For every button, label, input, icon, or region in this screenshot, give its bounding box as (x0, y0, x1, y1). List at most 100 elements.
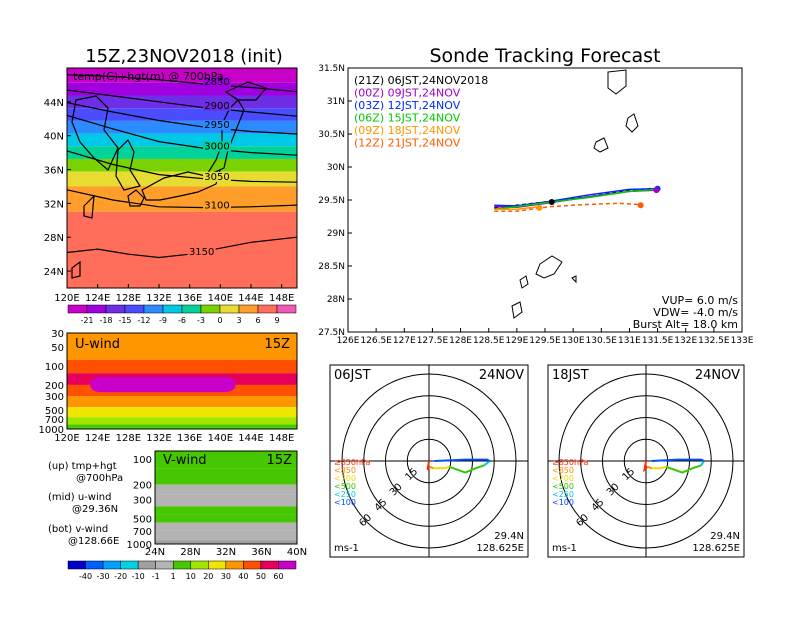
colorbar-label: -6 (178, 316, 186, 325)
side-label-mid-line1: (mid) u-wind (48, 492, 111, 503)
colorbar-label: 0 (217, 316, 222, 325)
u-wind-x-tick-label: 132E (146, 433, 171, 444)
u-wind-y-tick-label: 300 (45, 392, 64, 403)
colorbar-label: -9 (159, 316, 167, 325)
colorbar-swatch (238, 304, 259, 314)
v-wind-band (155, 514, 297, 523)
hodograph-level-legend: <700 (552, 474, 574, 483)
wind-colorbar: -40 -30 -20 -10 -1 1 10 20 30 40 50 60 (67, 560, 297, 581)
hodograph-level-legend: <250 (334, 490, 356, 499)
hodograph-lat: 29.4N (710, 531, 740, 542)
colorbar-swatch (181, 304, 202, 314)
v-wind-band (155, 506, 297, 515)
tracking-x-tick-label: 126.5E (360, 336, 392, 346)
wind-colorbar-swatch (172, 560, 192, 570)
v-wind-band (155, 451, 297, 469)
wind-colorbar-label: 40 (238, 572, 248, 581)
tracking-x-tick-label: 127E (393, 336, 416, 346)
height-contour (66, 189, 298, 209)
colorbar-swatch (200, 304, 221, 314)
u-wind-band (67, 333, 297, 347)
wind-colorbar-label: -1 (152, 572, 160, 581)
hodograph-level-legend: <700 (334, 474, 356, 483)
wind-colorbar-label: -30 (97, 572, 110, 581)
v-wind-band (155, 468, 297, 485)
u-wind-y-tick-label: 200 (45, 381, 64, 392)
wind-colorbar-swatch (190, 560, 209, 570)
hodograph-level-legend: <500 (552, 482, 574, 491)
temperature-band (67, 95, 297, 109)
v-wind-field (155, 451, 297, 544)
colorbar-label: -3 (197, 316, 205, 325)
colorbar-label: -15 (118, 316, 131, 325)
hodograph-trace (426, 460, 431, 471)
v-wind-frame (154, 450, 298, 545)
tracking-x-tick-label: 128.5E (473, 336, 505, 346)
hodograph-trace (642, 460, 649, 473)
hodograph-trace (434, 458, 491, 462)
tracking-y-tick-label: 30N (327, 163, 345, 173)
map-x-tick-label: 128E (116, 293, 141, 304)
hodograph-level-legend: <250 (552, 490, 574, 499)
hodograph-level-legend: <500 (334, 482, 356, 491)
v-wind-band (155, 540, 297, 544)
temperature-field (67, 68, 297, 288)
temperature-band (67, 158, 297, 172)
tracking-x-tick-label: 130.5E (586, 336, 618, 346)
u-wind-x-tick-label: 124E (85, 433, 110, 444)
hodograph-level-legend: <100 (552, 498, 574, 507)
track-line (494, 202, 641, 212)
track-point (637, 202, 644, 209)
track-line (494, 188, 658, 207)
colorbar-swatch (219, 304, 240, 314)
v-wind-label: V-wind (163, 453, 207, 468)
u-wind-y-tick-label: 50 (51, 343, 64, 354)
side-labels: (up) tmp+hgt @700hPa (mid) u-wind @29.36… (48, 461, 123, 547)
tracking-y-tick-label: 29.5N (318, 196, 345, 206)
u-wind-frame (66, 332, 298, 430)
colorbar-swatch (276, 304, 297, 314)
wind-colorbar-label: 20 (203, 572, 213, 581)
hodograph-time: 18JST (552, 368, 589, 383)
map-y-tick-label: 44N (44, 98, 64, 109)
contour-label-bg (203, 200, 231, 211)
colorbar-label: 6 (255, 316, 260, 325)
tracking-legend-entry: (06Z) 15JST,24NOV (354, 112, 461, 125)
u-wind-field (67, 333, 297, 429)
u-wind-x-tick-labels: 120E 124E 128E 132E 136E 140E 144E 148E (54, 433, 294, 444)
wind-colorbar-swatch (260, 560, 279, 570)
hodograph-trace (429, 465, 434, 470)
height-contour (66, 114, 298, 156)
side-label-bot-line1: (bot) v-wind (48, 524, 108, 535)
contour-label: 2850 (204, 77, 229, 88)
tracking-title: Sonde Tracking Forecast (429, 45, 660, 67)
vdw-annotation: VDW= -4.0 m/s (653, 306, 738, 319)
u-wind-y-tick-label: 1000 (39, 425, 64, 436)
tracking-y-tick-label: 28.5N (318, 262, 345, 272)
map-y-tick-label: 40N (44, 132, 64, 143)
wind-colorbar-swatch (155, 560, 174, 570)
track-point (548, 198, 555, 205)
u-wind-jet-core (90, 377, 236, 393)
side-label-up-line2: @700hPa (76, 473, 123, 484)
tracking-legend-entry: (03Z) 12JST,24NOV (354, 99, 461, 112)
hodograph-level-legend: ≥850hPa (334, 458, 371, 467)
u-wind-band (67, 424, 297, 428)
tracking-x-tick-label: 133E (731, 336, 754, 346)
contour-label: 3150 (189, 247, 214, 258)
tracking-legend-entry: (00Z) 09JST,24NOV (354, 87, 461, 100)
colorbar-swatch (124, 304, 145, 314)
tracking-x-tick-label: 131.5E (642, 336, 674, 346)
u-wind-label: U-wind (75, 337, 120, 352)
hodograph-trace (651, 465, 667, 470)
v-wind-band (155, 494, 297, 507)
tracking-coastlines (511, 69, 639, 319)
colorbar-label: -18 (99, 316, 112, 325)
v-wind-x-tick-label: 36N (251, 547, 271, 558)
colorbar-swatch (143, 304, 164, 314)
u-wind-band (67, 417, 297, 425)
map-x-tick-label: 120E (54, 293, 79, 304)
